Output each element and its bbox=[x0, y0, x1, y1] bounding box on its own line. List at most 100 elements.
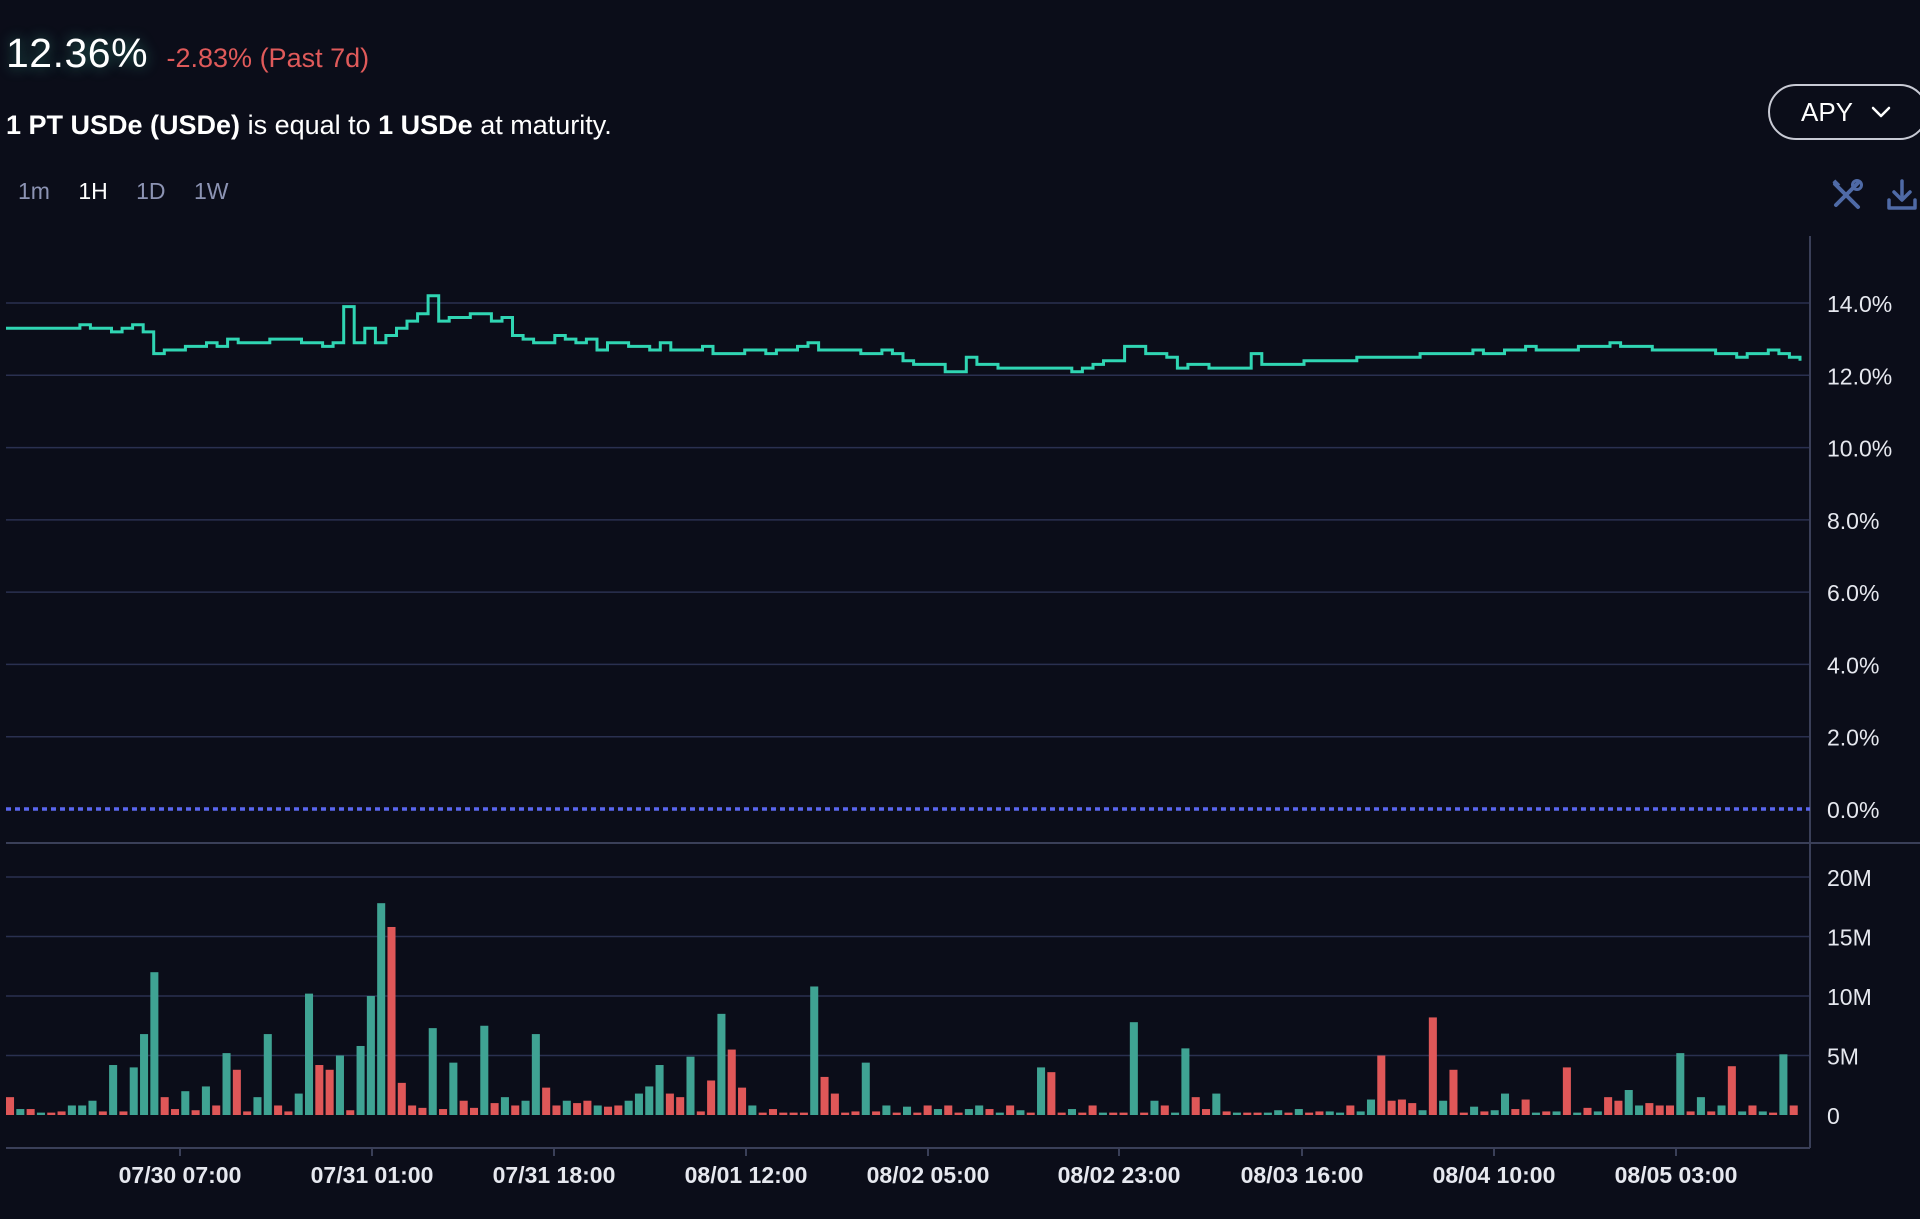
pt-amount: 1 PT USDe (USDe) bbox=[6, 110, 241, 140]
volume-bar bbox=[449, 1062, 458, 1115]
volume-bar bbox=[573, 1103, 582, 1115]
volume-bar bbox=[1366, 1099, 1376, 1115]
volume-bar bbox=[1253, 1112, 1262, 1115]
volume-bar bbox=[634, 1093, 643, 1115]
volume-bar bbox=[944, 1105, 953, 1115]
description-middle: is equal to bbox=[240, 110, 379, 140]
line-y-tick-label: 10.0% bbox=[1827, 436, 1892, 462]
volume-bar bbox=[160, 1097, 169, 1115]
volume-bar bbox=[1738, 1111, 1747, 1115]
interval-1m[interactable]: 1m bbox=[18, 178, 50, 204]
volume-bar bbox=[1222, 1111, 1231, 1115]
volume-bar bbox=[1408, 1103, 1417, 1115]
chart-axes bbox=[6, 236, 1920, 1149]
volume-bar bbox=[119, 1111, 128, 1115]
volume-bar bbox=[758, 1112, 767, 1115]
interval-1h[interactable]: 1H bbox=[78, 178, 108, 204]
volume-bar bbox=[738, 1087, 747, 1115]
volume-bar bbox=[181, 1091, 190, 1115]
volume-bar bbox=[78, 1105, 87, 1115]
volume-bar bbox=[1748, 1105, 1757, 1115]
volume-bar bbox=[129, 1067, 138, 1115]
volume-bar bbox=[1542, 1111, 1551, 1115]
volume-bar bbox=[1191, 1097, 1200, 1115]
volume-bar bbox=[47, 1112, 56, 1115]
volume-bar bbox=[1037, 1067, 1046, 1115]
volume-bar bbox=[222, 1053, 231, 1115]
volume-bar bbox=[1501, 1093, 1510, 1115]
bar-y-tick-label: 5M bbox=[1827, 1044, 1859, 1070]
volume-bar bbox=[232, 1069, 241, 1115]
volume-bar bbox=[201, 1086, 210, 1115]
bar-y-tick-label: 20M bbox=[1827, 865, 1872, 891]
volume-bar bbox=[552, 1105, 561, 1115]
line-y-tick-label: 12.0% bbox=[1827, 363, 1892, 389]
volume-bar bbox=[562, 1100, 571, 1115]
interval-tabs: 1m 1H 1D 1W bbox=[18, 178, 250, 205]
volume-bar bbox=[387, 926, 396, 1115]
volume-bar bbox=[696, 1111, 705, 1115]
volume-bar bbox=[1202, 1109, 1211, 1115]
volume-bar bbox=[985, 1109, 994, 1115]
volume-bar bbox=[1562, 1067, 1571, 1115]
volume-bar bbox=[1150, 1100, 1159, 1115]
volume-bar bbox=[1387, 1100, 1396, 1115]
volume-bar bbox=[1676, 1053, 1685, 1115]
volume-bar bbox=[1490, 1110, 1499, 1115]
volume-bar bbox=[748, 1105, 757, 1115]
volume-bar bbox=[1531, 1112, 1540, 1115]
volume-bars bbox=[6, 903, 1798, 1115]
volume-bar bbox=[1243, 1112, 1252, 1115]
grid-lines bbox=[6, 302, 1810, 1057]
download-icon[interactable] bbox=[1886, 178, 1918, 212]
underlying-amount: 1 USDe bbox=[378, 110, 473, 140]
maturity-description: 1 PT USDe (USDe) is equal to 1 USDe at m… bbox=[6, 110, 612, 141]
volume-bar bbox=[109, 1065, 118, 1115]
volume-bar bbox=[1160, 1105, 1169, 1115]
volume-bar bbox=[882, 1105, 891, 1115]
volume-bar bbox=[1635, 1105, 1644, 1115]
volume-bar bbox=[1088, 1105, 1097, 1115]
volume-bar bbox=[366, 996, 375, 1115]
volume-bar bbox=[964, 1109, 973, 1115]
volume-bar bbox=[727, 1049, 736, 1115]
interval-1d[interactable]: 1D bbox=[136, 178, 166, 204]
volume-bar bbox=[480, 1025, 489, 1115]
volume-bar bbox=[418, 1107, 427, 1115]
volume-bar bbox=[923, 1105, 932, 1115]
x-tick-label: 08/04 10:00 bbox=[1433, 1162, 1556, 1188]
wrench-screwdriver-icon[interactable] bbox=[1830, 178, 1864, 212]
volume-bar bbox=[377, 903, 386, 1115]
volume-bar bbox=[1583, 1107, 1592, 1115]
volume-bar bbox=[531, 1034, 540, 1115]
interval-1w[interactable]: 1W bbox=[193, 178, 229, 204]
bar-y-tick-label: 10M bbox=[1827, 984, 1872, 1010]
volume-bar bbox=[1315, 1111, 1324, 1115]
x-tick-label: 08/01 12:00 bbox=[685, 1162, 808, 1188]
metric-selector-label: APY bbox=[1801, 96, 1854, 127]
line-y-tick-label: 0.0% bbox=[1827, 797, 1879, 823]
x-tick-label: 07/31 01:00 bbox=[311, 1162, 434, 1188]
volume-bar bbox=[872, 1111, 881, 1115]
bar-y-tick-label: 15M bbox=[1827, 925, 1872, 951]
volume-bar bbox=[779, 1112, 788, 1115]
volume-bar bbox=[1459, 1112, 1468, 1115]
volume-bar bbox=[830, 1093, 839, 1115]
volume-bar bbox=[1140, 1112, 1149, 1115]
x-tick-label: 07/30 07:00 bbox=[119, 1162, 242, 1188]
volume-bar bbox=[1098, 1112, 1107, 1115]
volume-bar bbox=[1129, 1022, 1138, 1115]
volume-bar bbox=[665, 1093, 674, 1115]
volume-bar bbox=[604, 1106, 613, 1115]
volume-bar bbox=[789, 1112, 798, 1115]
volume-bar bbox=[810, 986, 819, 1115]
volume-bar bbox=[614, 1105, 623, 1115]
metric-selector-button[interactable]: APY bbox=[1768, 84, 1920, 140]
apy-line bbox=[6, 294, 1802, 374]
volume-bar bbox=[1016, 1110, 1025, 1115]
x-tick-label: 07/31 18:00 bbox=[493, 1162, 616, 1188]
volume-bar bbox=[1006, 1105, 1015, 1115]
description-tail: at maturity. bbox=[472, 110, 612, 140]
volume-bar bbox=[1552, 1111, 1561, 1115]
volume-bar bbox=[995, 1112, 1004, 1115]
